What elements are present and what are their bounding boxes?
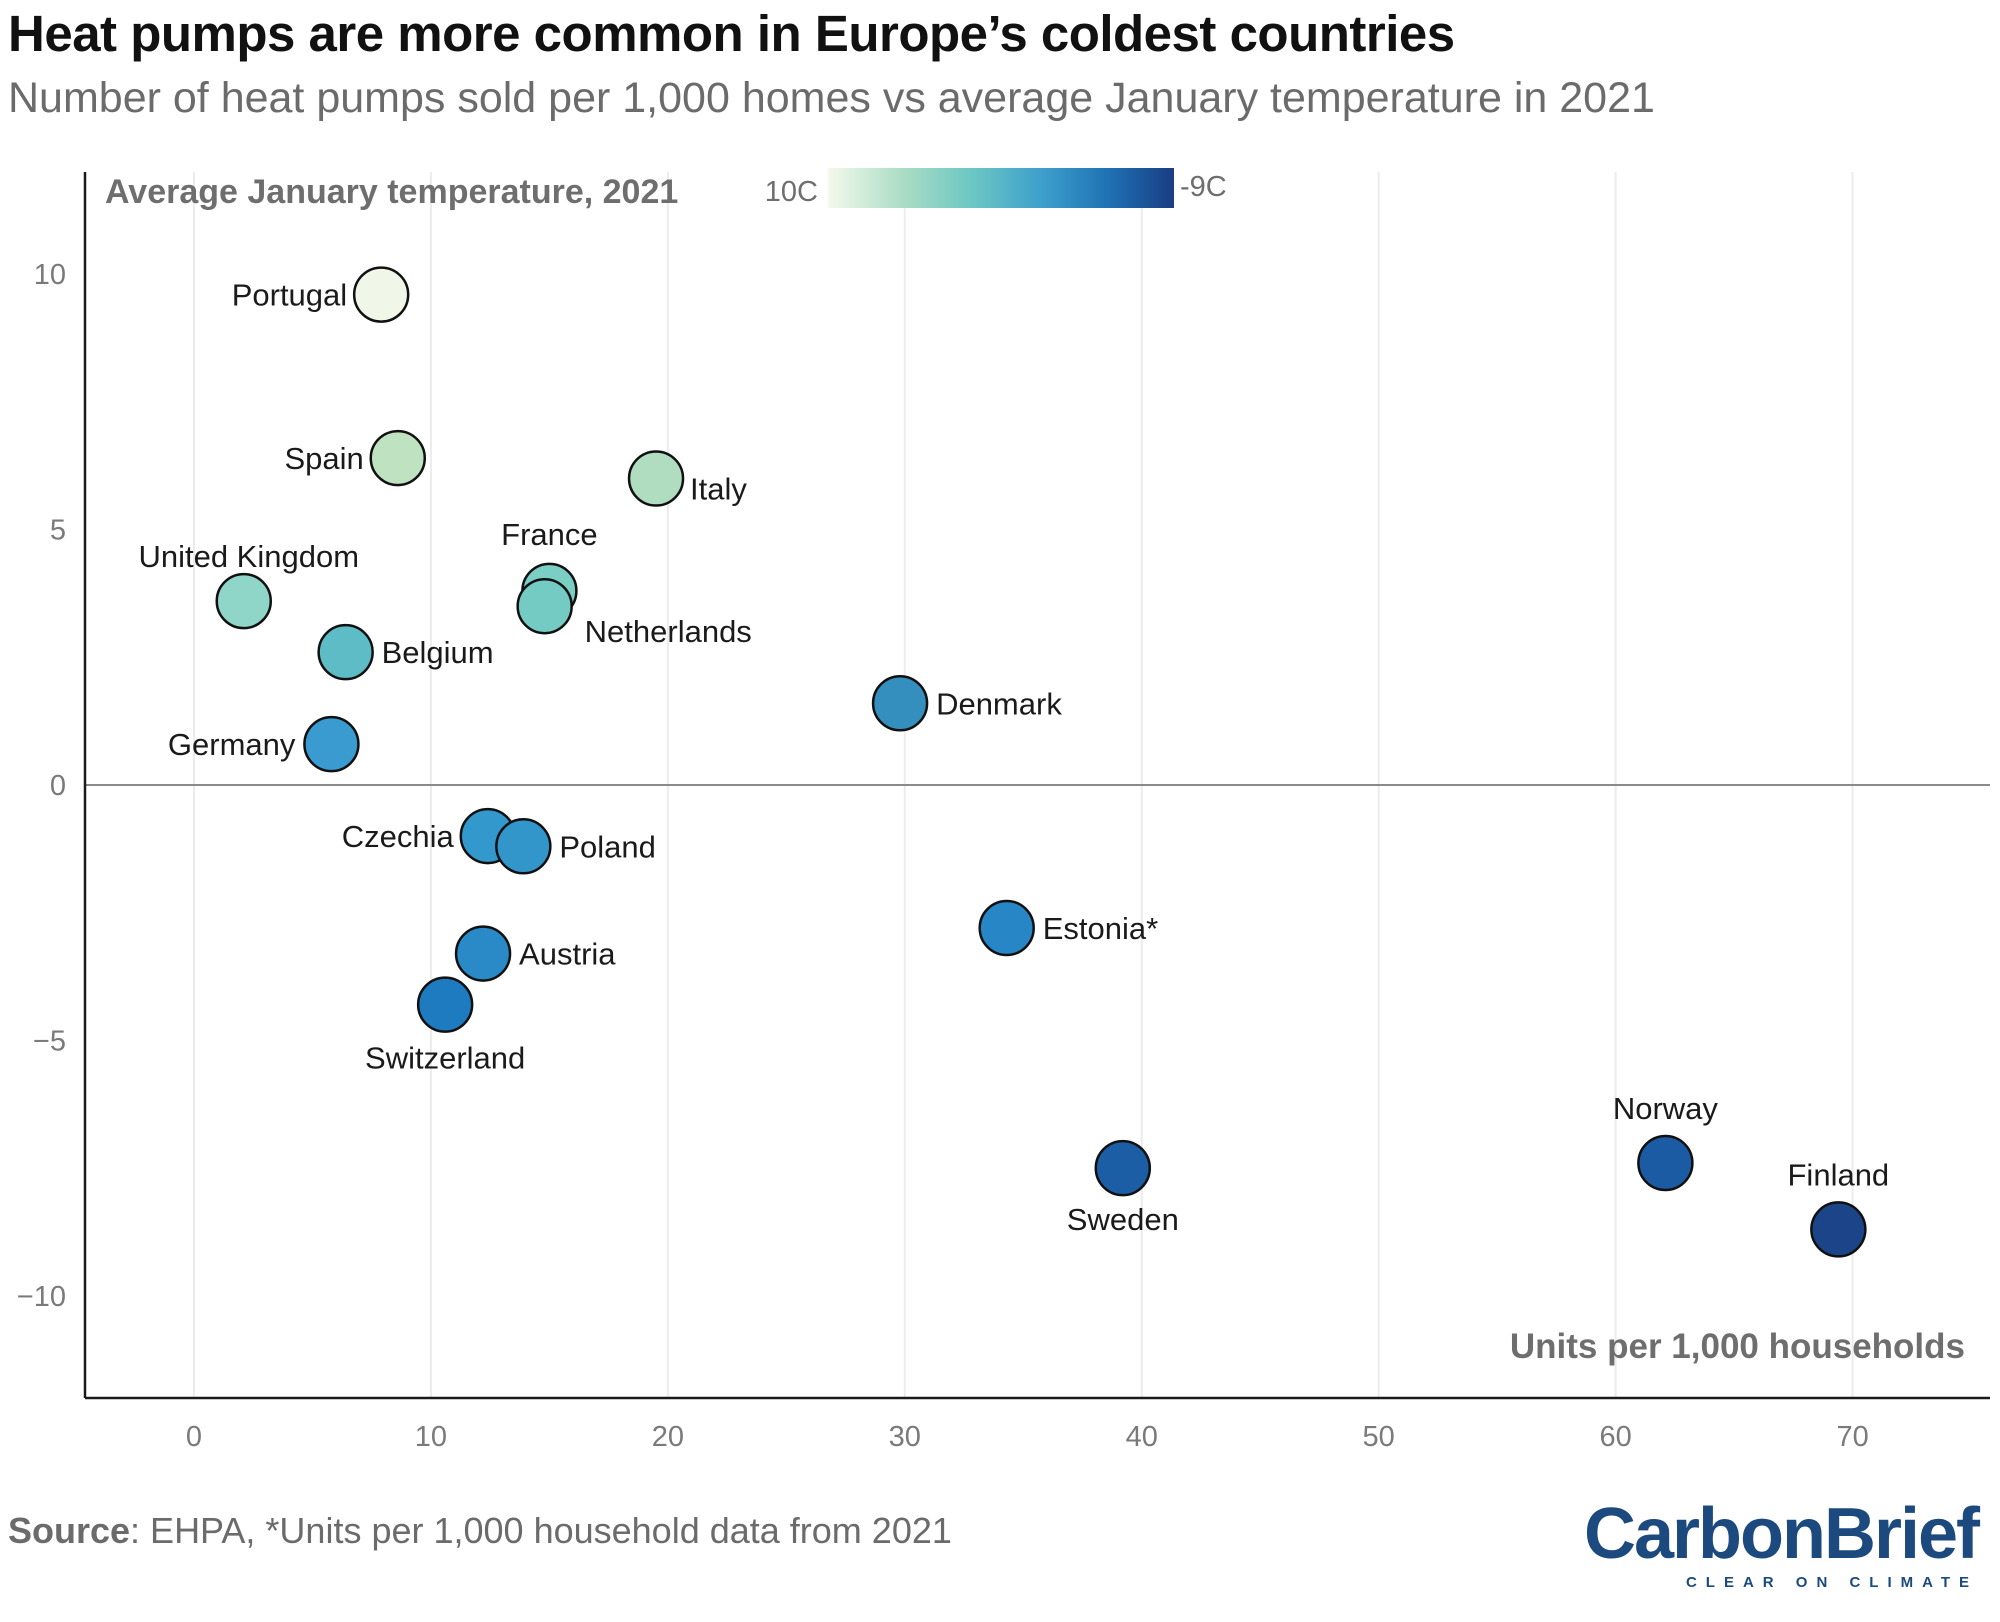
data-point[interactable] — [317, 623, 374, 681]
chart-title: Heat pumps are more common in Europe’s c… — [8, 5, 1455, 62]
chart-subtitle: Number of heat pumps sold per 1,000 home… — [8, 74, 1655, 122]
point-label: Italy — [690, 472, 747, 507]
y-tick-label: 0 — [50, 770, 66, 802]
legend-color-bar — [828, 168, 1170, 208]
x-tick-label: 0 — [186, 1421, 202, 1453]
data-point[interactable] — [454, 925, 512, 982]
carbonbrief-logo: CarbonBrief CLEAR ON CLIMATE — [1583, 1494, 1980, 1591]
temperature-legend: Average January temperature, 2021 10C -9… — [105, 168, 1227, 211]
x-tick-label: 70 — [1836, 1421, 1868, 1453]
point-label: Portugal — [232, 278, 347, 313]
data-point[interactable] — [303, 715, 360, 773]
point-label: Belgium — [382, 635, 494, 670]
data-point[interactable] — [516, 577, 573, 635]
logo-tagline: CLEAR ON CLIMATE — [1685, 1574, 1978, 1591]
source-text: : EHPA, *Units per 1,000 household data … — [130, 1510, 952, 1551]
data-point[interactable] — [495, 818, 552, 875]
point-label: Estonia* — [1043, 911, 1158, 946]
point-label: United Kingdom — [138, 539, 359, 574]
y-tick-label: 10 — [34, 259, 66, 291]
source-label: Source — [8, 1510, 131, 1551]
data-point[interactable] — [978, 899, 1035, 957]
point-labels: Portugal Spain Italy United Kingdom France Ne… — [138, 278, 1889, 1238]
point-label: Germany — [168, 727, 296, 762]
point-label: Czechia — [342, 819, 455, 854]
data-point[interactable] — [215, 572, 272, 630]
data-point[interactable] — [416, 976, 474, 1033]
point-label: Denmark — [936, 686, 1062, 721]
data-point[interactable] — [369, 429, 427, 487]
point-label: Austria — [519, 937, 616, 972]
point-label: France — [501, 517, 597, 552]
data-point[interactable] — [352, 266, 410, 323]
logo-name: CarbonBrief — [1583, 1494, 1980, 1574]
x-axis-label: Units per 1,000 households — [1510, 1327, 1965, 1366]
point-label: Finland — [1788, 1157, 1890, 1192]
y-tick-label: −5 — [33, 1025, 66, 1057]
point-label: Switzerland — [365, 1041, 525, 1076]
x-tick-label: 60 — [1600, 1421, 1632, 1453]
data-point[interactable] — [1094, 1139, 1152, 1197]
x-tick-label: 50 — [1363, 1421, 1395, 1453]
data-point[interactable] — [1810, 1201, 1867, 1258]
point-label: Poland — [559, 829, 656, 864]
point-label: Netherlands — [585, 614, 752, 649]
point-label: Spain — [284, 441, 363, 476]
legend-end-marker — [1170, 168, 1174, 208]
y-tick-label: 5 — [50, 515, 66, 547]
data-point[interactable] — [871, 675, 929, 732]
data-point[interactable] — [627, 450, 685, 507]
source-note: Source: EHPA, *Units per 1,000 household… — [8, 1510, 952, 1552]
x-tick-label: 40 — [1126, 1421, 1158, 1453]
x-tick-label: 10 — [415, 1421, 447, 1453]
legend-max-label: -9C — [1180, 171, 1227, 203]
x-tick-label: 30 — [889, 1421, 921, 1453]
y-tick-label: −10 — [17, 1281, 66, 1313]
legend-min-label: 10C — [765, 176, 818, 208]
data-points — [215, 266, 1867, 1258]
point-label: Norway — [1613, 1091, 1719, 1126]
point-label: Sweden — [1067, 1202, 1179, 1237]
x-tick-label: 20 — [652, 1421, 684, 1453]
legend-title: Average January temperature, 2021 — [105, 173, 678, 211]
axes — [83, 172, 1990, 1400]
data-point[interactable] — [1637, 1134, 1694, 1192]
